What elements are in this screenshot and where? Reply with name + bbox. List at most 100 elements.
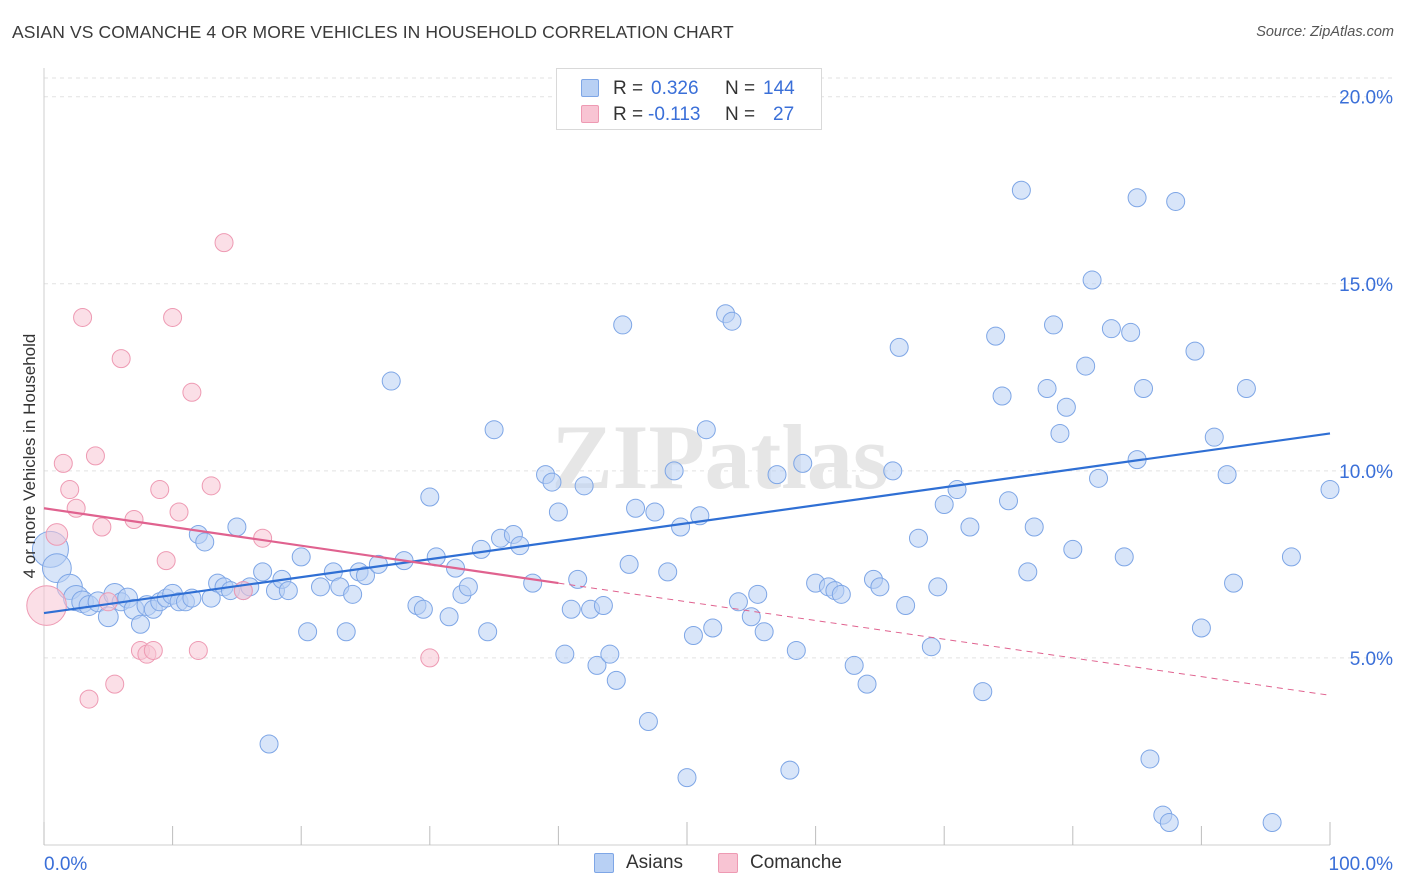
asians-point <box>992 386 1012 406</box>
asians-point <box>638 712 658 732</box>
asians-point <box>568 569 588 589</box>
comanche-point <box>26 585 67 626</box>
asians-point <box>928 577 948 597</box>
asians-point <box>986 326 1006 346</box>
comanche-point <box>150 480 170 500</box>
asians-point <box>947 480 967 500</box>
asians-point <box>1127 188 1147 208</box>
y-tick-label: 5.0% <box>1350 649 1393 670</box>
asians-legend-swatch <box>594 853 614 873</box>
y-tick-label: 15.0% <box>1339 275 1393 296</box>
asians-point <box>1224 573 1244 593</box>
asians-point <box>130 614 150 634</box>
legend-n-label: N = <box>725 104 756 125</box>
asians-swatch <box>581 79 599 97</box>
asians-point <box>574 476 594 496</box>
asians-point <box>1114 547 1134 567</box>
asians-point <box>484 420 504 440</box>
asians-point <box>1011 180 1031 200</box>
x-tick-label: 100.0% <box>1329 854 1394 875</box>
asians-point <box>613 315 633 335</box>
asians-point <box>793 453 813 473</box>
asians-point <box>1063 539 1083 559</box>
asians-point <box>561 599 581 619</box>
comanche-point <box>79 689 99 709</box>
comanche-legend-swatch <box>718 853 738 873</box>
asians-point <box>934 495 954 515</box>
comanche-point <box>143 640 163 660</box>
asians-point <box>889 337 909 357</box>
asians-trend-line <box>43 432 1331 615</box>
asians-point <box>677 768 697 788</box>
correlation-legend: R = 0.326 N = 144 R = -0.113 N = 27 <box>556 68 822 130</box>
asians-point <box>619 554 639 574</box>
legend-n-value: 144 <box>763 78 795 99</box>
asians-point <box>1121 322 1141 342</box>
asians-legend-label: Asians <box>626 852 684 873</box>
asians-point <box>645 502 665 522</box>
asians-point <box>523 573 543 593</box>
asians-point <box>1101 319 1121 339</box>
asians-point <box>1056 397 1076 417</box>
asians-point <box>658 562 678 582</box>
asians-point <box>703 618 723 638</box>
trend-lines <box>43 432 1331 696</box>
comanche-point <box>98 592 118 612</box>
asians-point <box>1140 749 1160 769</box>
asians-point <box>1050 423 1070 443</box>
gridlines <box>44 77 1395 659</box>
legend-n-value: 27 <box>773 104 795 125</box>
comanche-point <box>111 349 131 369</box>
legend-r-label: R = <box>613 104 644 125</box>
watermark: ZIPatlas <box>551 406 888 508</box>
comanche-points <box>26 233 440 709</box>
asians-point <box>298 622 318 642</box>
asians-point <box>780 760 800 780</box>
legend-row-asians: R = 0.326 N = 144 <box>557 75 821 101</box>
asians-point <box>542 472 562 492</box>
asians-point <box>831 584 851 604</box>
asians-point <box>413 599 433 619</box>
asians-point <box>458 577 478 597</box>
comanche-point <box>73 307 93 327</box>
comanche-trend-extension <box>558 582 1331 696</box>
asians-point <box>664 461 684 481</box>
asians-point <box>671 517 691 537</box>
asians-point <box>1076 356 1096 376</box>
asians-point <box>844 655 864 675</box>
asians-point <box>857 674 877 694</box>
asians-point <box>1262 813 1282 833</box>
asians-point <box>195 532 215 552</box>
asians-point <box>1134 379 1154 399</box>
asians-point <box>908 528 928 548</box>
asians-point <box>1217 465 1237 485</box>
asians-point <box>683 625 703 645</box>
chart-title: ASIAN VS COMANCHE 4 OR MORE VEHICLES IN … <box>12 22 734 42</box>
asians-point <box>1320 480 1340 500</box>
comanche-swatch <box>581 105 599 123</box>
comanche-point <box>214 233 234 253</box>
y-tick-label: 20.0% <box>1339 88 1393 109</box>
y-axis-title: 4 or more Vehicles in Household <box>20 333 39 579</box>
asians-point <box>1024 517 1044 537</box>
asians-point <box>555 644 575 664</box>
asians-point <box>548 502 568 522</box>
legend-r-value: 0.326 <box>651 78 699 99</box>
asians-point <box>381 371 401 391</box>
asians-point <box>1236 379 1256 399</box>
asians-point <box>973 682 993 702</box>
asians-point <box>606 670 626 690</box>
asians-point <box>1082 270 1102 290</box>
comanche-point <box>60 480 80 500</box>
asians-point <box>356 566 375 586</box>
comanche-point <box>169 502 189 522</box>
asians-point <box>786 640 806 660</box>
asians-point <box>1018 562 1038 582</box>
asians-point <box>1159 813 1179 833</box>
y-tick-label: 10.0% <box>1339 462 1393 483</box>
asians-point <box>593 596 613 616</box>
comanche-trend-line <box>43 507 559 585</box>
asians-point <box>1191 618 1211 638</box>
asians-point <box>1089 468 1109 488</box>
